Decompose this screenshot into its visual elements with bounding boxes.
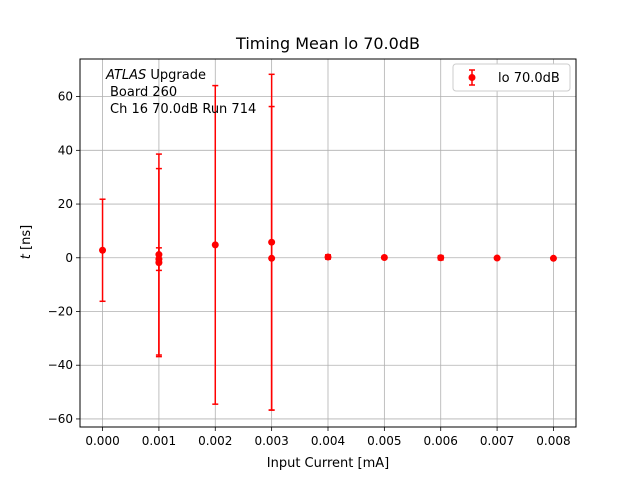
y-tick-label: 0 — [65, 251, 73, 265]
annotation-upgrade: Upgrade — [146, 68, 206, 83]
chart-title: Timing Mean lo 70.0dB — [235, 34, 420, 53]
data-point — [493, 254, 501, 262]
x-axis-label: Input Current [mA] — [267, 456, 389, 471]
data-point — [324, 253, 332, 261]
x-tick-label: 0.008 — [536, 434, 570, 448]
annotation-text: ATLAS Upgrade Board 260 Ch 16 70.0dB Run… — [105, 68, 256, 117]
x-tick-label: 0.001 — [142, 434, 176, 448]
x-tick-label: 0.006 — [424, 434, 458, 448]
x-tick-label: 0.004 — [311, 434, 345, 448]
data-point — [155, 259, 163, 267]
y-axis-label-unit: [ns] — [19, 225, 34, 254]
legend: lo 70.0dB — [452, 63, 571, 92]
data-point — [549, 254, 557, 262]
x-tick-label: 0.003 — [254, 434, 288, 448]
data-series — [99, 73, 557, 411]
annotation-run: Ch 16 70.0dB Run 714 — [110, 102, 256, 117]
x-tick-label: 0.005 — [367, 434, 401, 448]
x-tick-label: 0.002 — [198, 434, 232, 448]
data-point — [211, 241, 219, 249]
data-point — [99, 246, 107, 254]
y-tick-label: −40 — [48, 358, 73, 372]
y-axis-label-t: t — [19, 253, 34, 259]
y-tick-label: −20 — [48, 304, 73, 318]
x-tick-label: 0.007 — [480, 434, 514, 448]
legend-box — [452, 63, 571, 92]
y-tick-label: −60 — [48, 412, 73, 426]
legend-label: lo 70.0dB — [498, 71, 560, 86]
data-point — [437, 254, 445, 262]
legend-marker-dot — [468, 74, 476, 81]
y-tick-label: 40 — [58, 143, 73, 157]
annotation-atlas: ATLAS — [105, 68, 146, 83]
y-axis-label: t [ns] — [19, 225, 34, 259]
y-tick-label: 20 — [58, 197, 73, 211]
data-point — [268, 254, 276, 262]
data-point — [380, 254, 388, 262]
x-tick-label: 0.000 — [85, 434, 119, 448]
annotation-board: Board 260 — [110, 85, 177, 100]
plot-frame — [79, 58, 577, 428]
y-tick-label: 60 — [58, 90, 73, 104]
axes: 0.000 0.001 0.002 0.003 0.004 0.005 0.006 0.007… — [48, 58, 577, 448]
